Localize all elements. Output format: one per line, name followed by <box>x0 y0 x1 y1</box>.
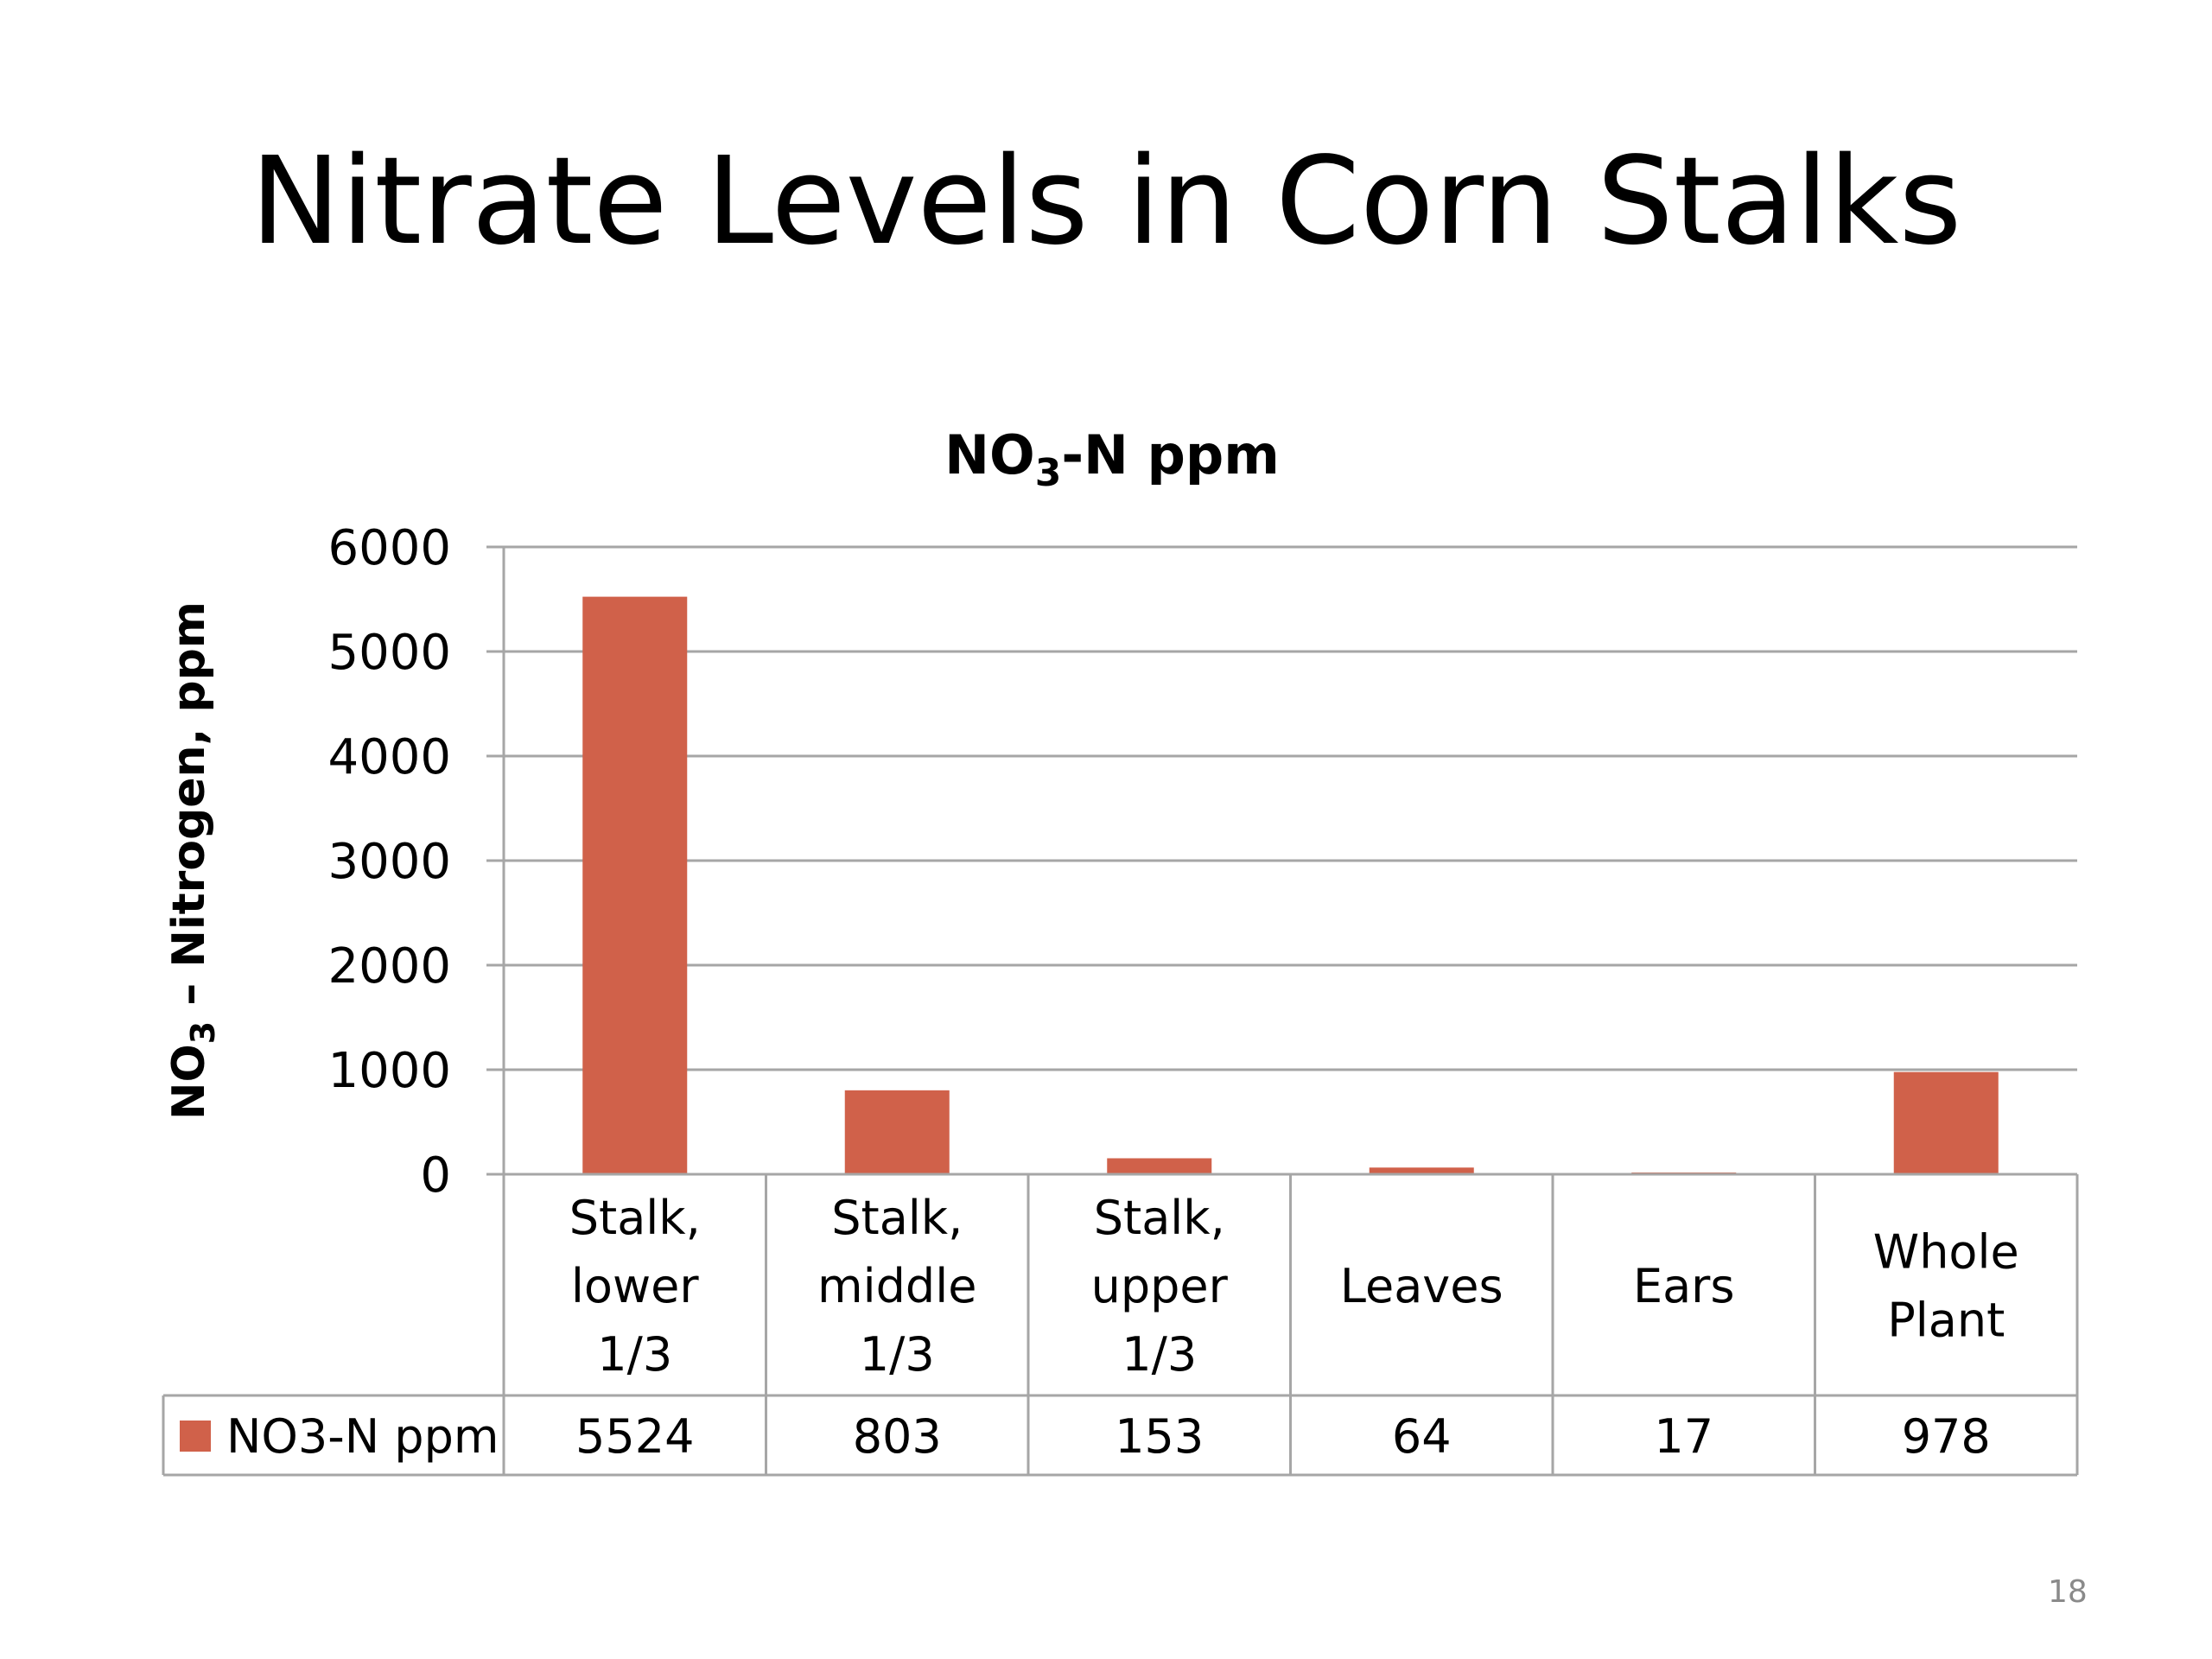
bar <box>1893 1071 1999 1174</box>
x-category-label: 1/3 <box>860 1327 935 1382</box>
x-category-label: upper <box>1091 1259 1229 1313</box>
y-tick-label: 2000 <box>327 938 451 995</box>
x-category-label: Whole <box>1873 1225 2019 1280</box>
chart-title: NO3-N ppm <box>944 423 1280 495</box>
y-tick-label: 3000 <box>327 834 451 890</box>
data-label: 153 <box>1115 1409 1204 1464</box>
data-label: 5524 <box>575 1409 694 1464</box>
bar <box>1369 1167 1474 1174</box>
y-tick-label: 6000 <box>327 520 451 576</box>
x-category-label: Stalk, <box>1094 1191 1225 1245</box>
data-label: 64 <box>1392 1409 1452 1464</box>
page-number: 18 <box>2048 1574 2088 1610</box>
slide-title: Nitrate Levels in Corn Stalks <box>250 131 1962 272</box>
legend-label: NO3-N ppm <box>226 1409 499 1464</box>
y-label-rest: – Nitrogen, ppm <box>163 601 215 1021</box>
y-label-subscript: 3 <box>184 1021 222 1044</box>
chart-title-rest: -N ppm <box>1061 423 1280 486</box>
data-label: 803 <box>853 1409 942 1464</box>
x-category-label: lower <box>571 1259 699 1313</box>
x-category-label: Leaves <box>1340 1259 1503 1313</box>
x-category-label: Plant <box>1887 1294 2005 1348</box>
bar <box>844 1090 950 1174</box>
bar <box>1107 1158 1212 1174</box>
x-category-label: middle <box>817 1259 976 1313</box>
chart-title-main: NO <box>944 423 1035 486</box>
x-category-label: 1/3 <box>1122 1327 1197 1382</box>
x-category-label: Stalk, <box>831 1191 963 1245</box>
y-tick-label: 4000 <box>327 729 451 785</box>
x-category-label: Stalk, <box>569 1191 701 1245</box>
x-category-label: Ears <box>1633 1259 1735 1313</box>
legend-swatch <box>180 1421 211 1452</box>
y-axis-label: NO3 – Nitrogen, ppm <box>163 601 222 1120</box>
bar <box>582 596 688 1174</box>
y-tick-label: 1000 <box>327 1043 451 1099</box>
data-label: 978 <box>1902 1409 1991 1464</box>
y-tick-label: 0 <box>420 1147 451 1204</box>
chart-title-subscript: 3 <box>1035 451 1062 495</box>
y-tick-label: 5000 <box>327 625 451 681</box>
x-category-label: 1/3 <box>597 1327 672 1382</box>
y-label-main: NO <box>163 1044 215 1120</box>
data-label: 17 <box>1654 1409 1713 1464</box>
